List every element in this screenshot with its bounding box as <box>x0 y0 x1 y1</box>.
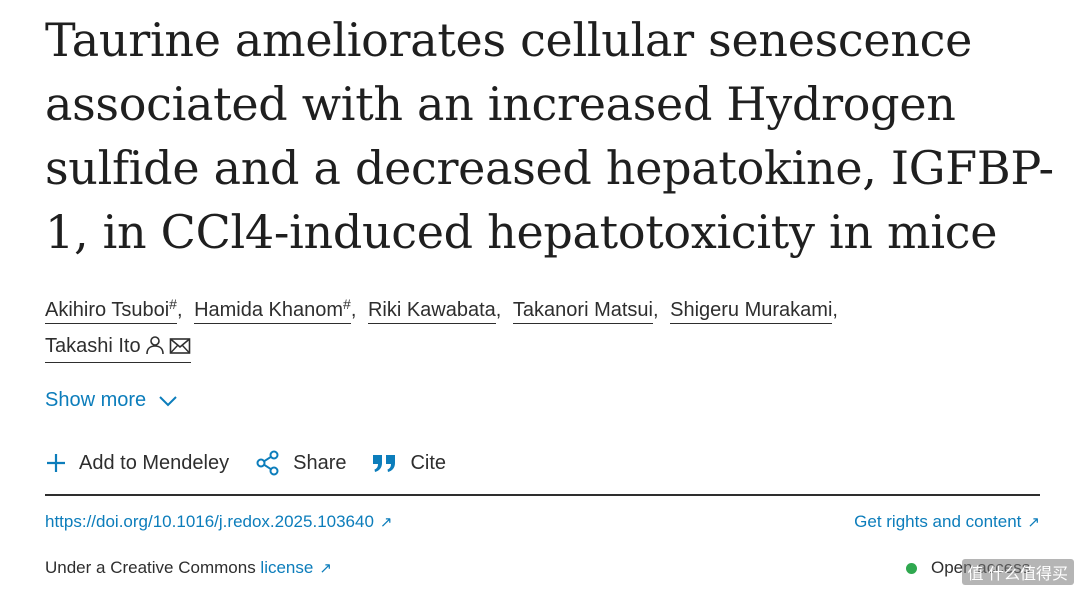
chevron-down-icon <box>159 395 177 406</box>
envelope-icon <box>169 336 191 362</box>
quote-icon <box>373 455 396 472</box>
watermark: 值 什么值得买 <box>961 559 1074 585</box>
author-link[interactable]: Shigeru Murakami <box>670 297 833 324</box>
external-link-icon: ↗ <box>1027 514 1040 531</box>
cite-label: Cite <box>410 451 447 474</box>
author-link[interactable]: Takanori Matsui <box>512 297 653 324</box>
license-statement: Under a Creative Commons license ↗ <box>45 558 332 577</box>
equal-contribution-mark: # <box>343 296 351 312</box>
author-link[interactable]: Akihiro Tsuboi# <box>45 297 177 324</box>
show-more-label: Show more <box>45 389 147 411</box>
person-icon <box>145 335 165 362</box>
share-icon <box>256 450 279 476</box>
external-link-icon: ↗ <box>379 514 393 531</box>
get-rights-link[interactable]: Get rights and content ↗ <box>854 512 1040 531</box>
equal-contribution-mark: # <box>169 296 177 312</box>
author-list: Akihiro Tsuboi#, Hamida Khanom#, Riki Ka… <box>45 292 1045 364</box>
add-to-mendeley-button[interactable]: Add to Mendeley <box>45 452 229 475</box>
status-dot-icon <box>906 562 917 574</box>
share-label: Share <box>293 451 347 474</box>
plus-icon <box>47 454 65 472</box>
divider <box>45 494 1040 496</box>
author-link-corresponding[interactable]: Takashi Ito <box>45 333 191 363</box>
article-actions: Add to Mendeley Share Cite <box>45 450 472 476</box>
license-link[interactable]: license ↗ <box>260 558 332 577</box>
external-link-icon: ↗ <box>319 560 332 577</box>
article-title: Taurine ameliorates cellular senescence … <box>45 13 1054 259</box>
share-button[interactable]: Share <box>255 450 346 476</box>
author-link[interactable]: Riki Kawabata <box>367 297 496 324</box>
add-to-mendeley-label: Add to Mendeley <box>79 451 230 474</box>
doi-link[interactable]: https://doi.org/10.1016/j.redox.2025.103… <box>45 512 393 531</box>
show-more-button[interactable]: Show more <box>45 389 178 412</box>
cite-button[interactable]: Cite <box>372 452 446 475</box>
author-link[interactable]: Hamida Khanom# <box>194 297 351 324</box>
